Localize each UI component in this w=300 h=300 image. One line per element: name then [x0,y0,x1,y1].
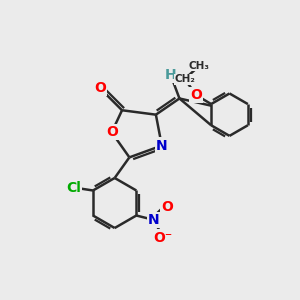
Text: N: N [156,139,168,153]
Text: CH₂: CH₂ [174,74,195,84]
Text: O: O [190,88,202,102]
Text: H: H [165,68,176,82]
Text: N: N [148,213,160,227]
Text: O: O [94,81,106,95]
Text: CH₃: CH₃ [189,61,210,71]
Text: O: O [106,125,118,139]
Text: O: O [161,200,173,214]
Text: Cl: Cl [66,181,81,194]
Text: O⁻: O⁻ [153,231,172,244]
